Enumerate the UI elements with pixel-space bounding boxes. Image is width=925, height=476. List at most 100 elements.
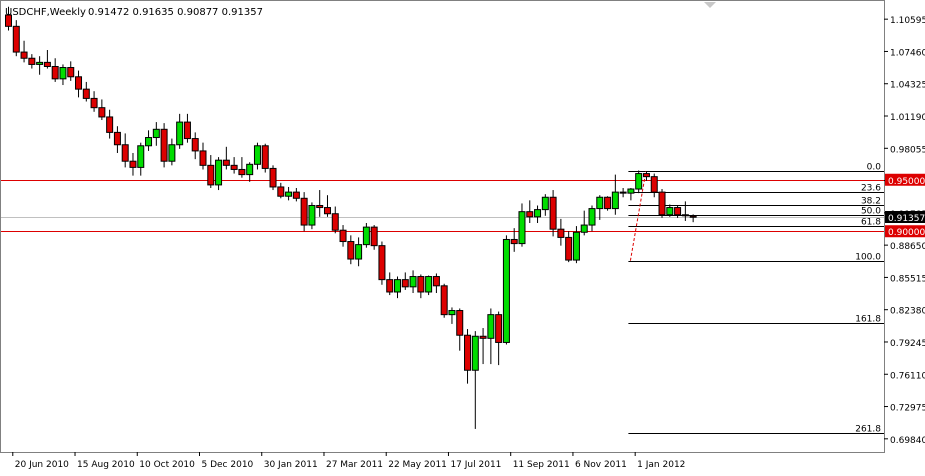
candle <box>604 196 612 211</box>
shift-marker-icon[interactable] <box>704 2 716 8</box>
candle <box>215 157 223 191</box>
candle <box>51 58 59 82</box>
candle <box>347 235 355 265</box>
price-tick-label: 0.85515 <box>890 274 925 284</box>
candle <box>191 132 199 160</box>
candle <box>611 174 619 215</box>
candle <box>222 146 230 170</box>
candle-body <box>207 164 215 186</box>
candle-body <box>549 196 557 230</box>
fib-level-label: 50.0 <box>861 207 881 217</box>
candle <box>386 272 394 296</box>
candle-body <box>238 168 246 176</box>
candle <box>98 99 106 121</box>
candle-body <box>191 138 199 152</box>
candle-body <box>635 173 643 190</box>
candle-body <box>129 160 137 168</box>
candle <box>502 235 510 345</box>
candle-body <box>510 238 518 245</box>
candle-body <box>121 144 129 162</box>
candle-body <box>28 57 36 65</box>
candle-body <box>541 196 549 211</box>
candle-body <box>82 88 90 99</box>
candle-body <box>464 334 472 371</box>
candle <box>557 218 565 246</box>
candle-body <box>222 159 230 166</box>
current-price-tag <box>885 211 925 223</box>
current-price-tag-label: 0.91357 <box>888 214 925 224</box>
candle <box>28 54 36 69</box>
candle <box>362 222 370 248</box>
chart-symbol-label: USDCHF,Weekly <box>5 7 86 18</box>
price-line-tag-label: 0.95000 <box>888 177 925 187</box>
candle <box>355 237 363 267</box>
candle-body <box>230 164 238 170</box>
candle <box>160 123 168 168</box>
time-tick-label: 30 Jan 2011 <box>264 460 318 470</box>
candle-body <box>580 224 588 233</box>
candle <box>650 173 658 198</box>
candle <box>308 202 316 230</box>
time-tick-label: 20 Jun 2010 <box>15 460 69 470</box>
candle-body <box>285 191 293 197</box>
candle-body <box>98 107 106 118</box>
candle-body <box>681 214 689 217</box>
candle <box>183 113 191 143</box>
time-tick-label: 15 Aug 2010 <box>77 460 135 470</box>
candle <box>534 205 542 223</box>
candle-body <box>331 213 339 231</box>
price-tick-label: 0.82380 <box>890 307 925 317</box>
time-axis: 20 Jun 2010 15 Aug 2010 10 Oct 2010 5 Dec 2… <box>12 452 685 470</box>
candle <box>285 186 293 201</box>
candle <box>207 155 215 188</box>
candle <box>510 228 518 252</box>
candle-body <box>471 335 479 371</box>
candle-body <box>113 131 121 146</box>
candle-body <box>487 314 495 339</box>
candle-body <box>67 67 75 78</box>
candle <box>596 195 604 220</box>
candle <box>316 190 324 217</box>
candle-body <box>448 310 456 316</box>
time-tick-label: 27 Mar 2011 <box>326 460 383 470</box>
candle-body <box>292 191 300 199</box>
candle-body <box>59 67 67 80</box>
candle-body <box>596 196 604 210</box>
candle <box>409 270 417 294</box>
candle <box>425 275 433 296</box>
candle-body <box>199 150 207 166</box>
candle <box>261 143 269 173</box>
candle-body <box>378 245 386 281</box>
candle <box>627 187 635 201</box>
candle <box>339 225 347 247</box>
candle-body <box>588 208 596 226</box>
candle <box>572 226 580 264</box>
candle <box>230 157 238 174</box>
candle-body <box>417 276 425 293</box>
candle <box>471 331 479 429</box>
candle-body <box>572 231 580 261</box>
candle <box>394 276 401 299</box>
candle <box>658 189 666 218</box>
candle <box>565 231 573 263</box>
candle <box>549 190 557 237</box>
candle-body <box>339 229 347 243</box>
candle-body <box>456 310 464 336</box>
candle-body <box>43 61 51 67</box>
candle-body <box>323 207 331 215</box>
time-tick-label: 17 Jul 2011 <box>450 460 501 470</box>
candle-body <box>183 121 191 140</box>
candle-body <box>432 276 440 287</box>
candle-body <box>666 207 674 216</box>
candle-body <box>495 314 503 343</box>
candle-body <box>106 116 114 133</box>
chart-ohlc-label: 0.91472 0.91635 0.90877 0.91357 <box>88 7 263 18</box>
candle <box>464 329 472 384</box>
price-tick-label: 0.76110 <box>890 371 925 381</box>
candle <box>370 225 378 250</box>
candle <box>619 187 627 198</box>
candle-body <box>604 196 612 210</box>
candle-body <box>440 285 448 316</box>
